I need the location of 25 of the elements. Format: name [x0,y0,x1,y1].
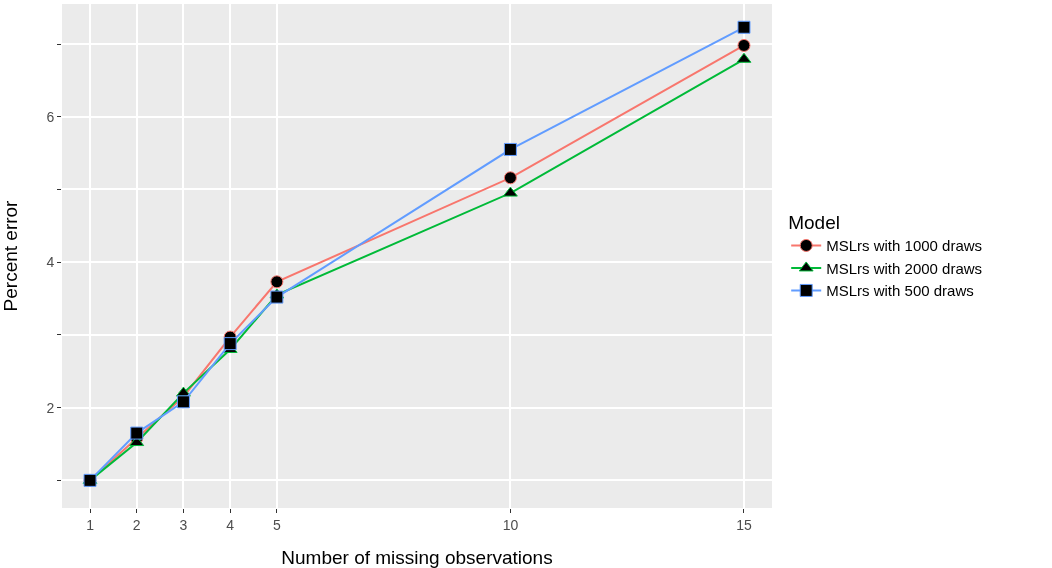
y-axis-title: Percent error [0,199,21,312]
x-tick-label: 1 [86,516,95,533]
point [176,395,190,409]
x-tick-label: 2 [132,516,141,533]
x-tick-label: 3 [179,516,188,533]
x-axis-title: Number of missing observations [281,547,553,568]
x-tick-label: 5 [272,516,281,533]
x-tick-label: 10 [502,516,519,533]
legend-label: MSLrs with 1000 draws [826,237,983,255]
legend-label: MSLrs with 500 draws [826,282,974,300]
y-tick-label: 2 [46,399,55,416]
point [223,337,237,351]
point [503,171,517,185]
point [270,290,284,304]
y-tick-label: 4 [46,254,55,271]
x-tick-label: 4 [226,516,235,533]
point [503,142,517,156]
point [737,38,751,52]
x-tick-label: 15 [736,516,752,533]
point [737,20,751,34]
point [130,426,144,440]
legend-title: Model [788,212,840,234]
y-tick-label: 6 [46,108,55,125]
point [270,275,284,289]
legend-label: MSLrs with 2000 draws [826,259,983,277]
